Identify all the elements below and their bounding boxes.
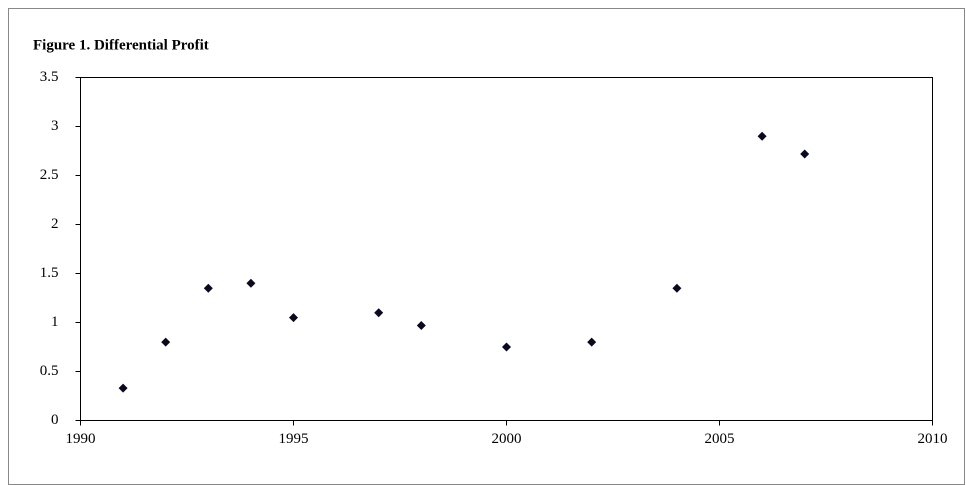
y-tick-label: 3.5 bbox=[40, 69, 59, 85]
y-tick-label: 0 bbox=[51, 412, 59, 428]
point bbox=[374, 308, 384, 318]
point bbox=[800, 149, 810, 159]
y-tick-label: 1.5 bbox=[40, 265, 59, 281]
point bbox=[757, 131, 767, 141]
x-tick-label: 2005 bbox=[705, 431, 735, 447]
y-tick-label: 1 bbox=[51, 314, 59, 330]
point bbox=[161, 337, 171, 347]
point bbox=[502, 342, 511, 352]
point bbox=[246, 278, 256, 288]
point bbox=[587, 337, 597, 347]
point bbox=[289, 313, 298, 323]
x-tick-label: 1995 bbox=[279, 431, 309, 447]
chart-border bbox=[8, 8, 965, 485]
point bbox=[118, 383, 128, 393]
y-tick-label: 2 bbox=[51, 216, 59, 232]
chart-title: Figure 1. Differential Profit bbox=[33, 37, 209, 53]
y-tick-label: 0.5 bbox=[40, 363, 59, 379]
x-tick-label: 2010 bbox=[918, 431, 948, 447]
point bbox=[203, 283, 213, 293]
point bbox=[672, 283, 682, 293]
point bbox=[416, 320, 426, 330]
y-tick-label: 2.5 bbox=[40, 167, 59, 183]
y-tick-label: 3 bbox=[51, 118, 59, 134]
x-tick-label: 1990 bbox=[66, 431, 96, 447]
x-tick-label: 2000 bbox=[492, 431, 522, 447]
